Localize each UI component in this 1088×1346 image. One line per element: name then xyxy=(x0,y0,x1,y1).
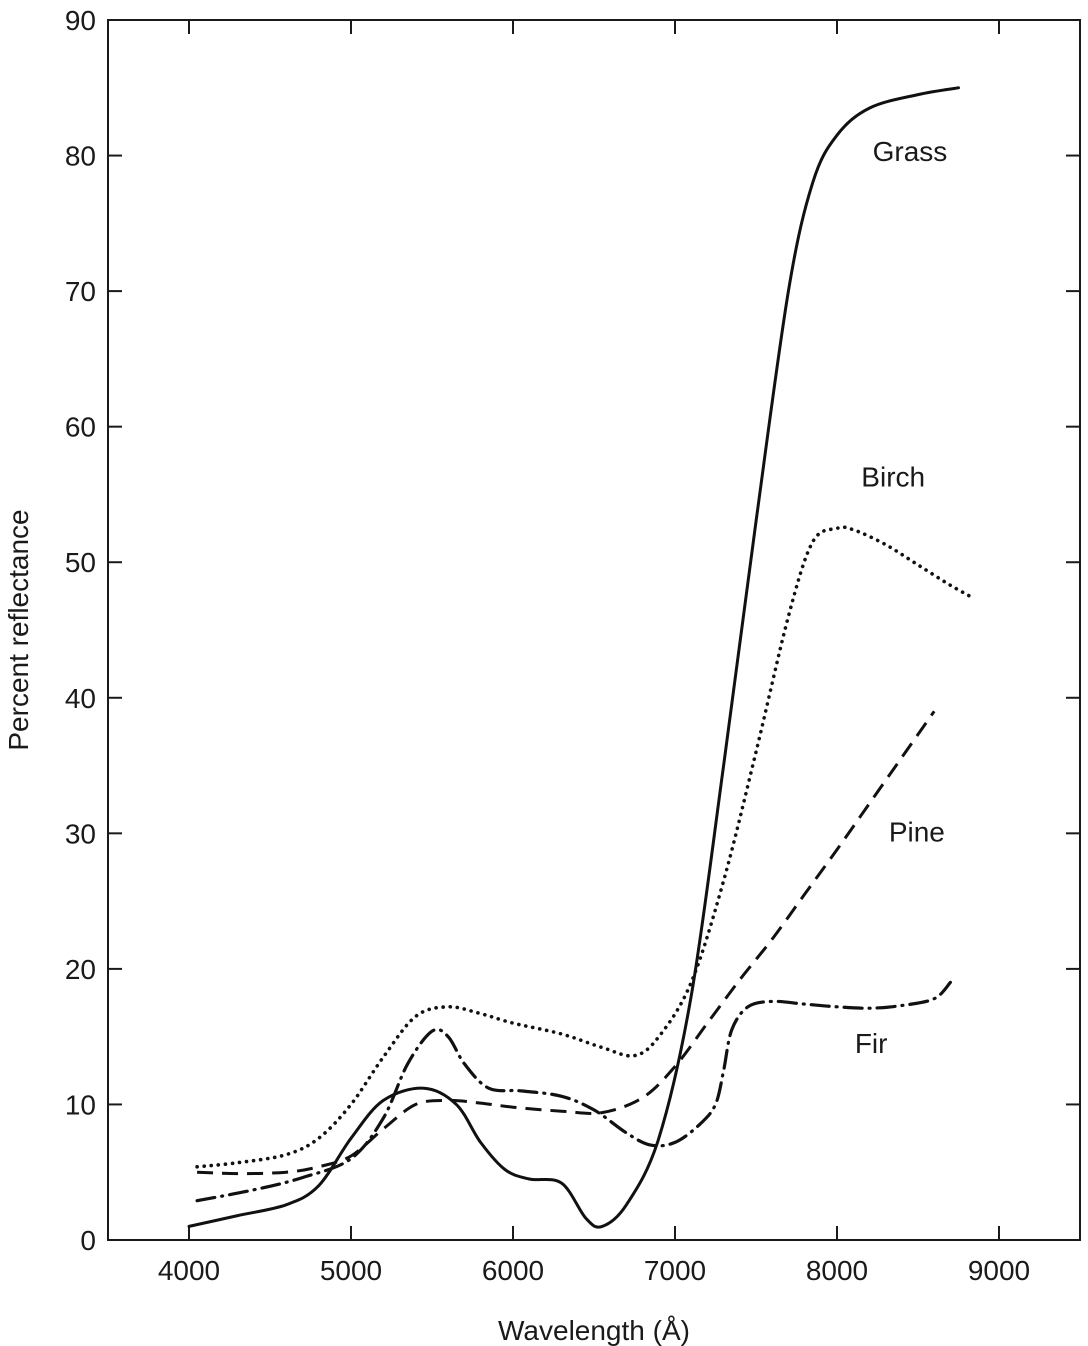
x-tick-label-6000: 6000 xyxy=(482,1255,544,1286)
series-line-grass xyxy=(187,86,960,1229)
series-label-birch: Birch xyxy=(861,461,925,492)
x-tick-label-5000: 5000 xyxy=(320,1255,382,1286)
y-tick-label-50: 50 xyxy=(65,547,96,578)
x-tick-label-4000: 4000 xyxy=(158,1255,220,1286)
y-tick-label-10: 10 xyxy=(65,1089,96,1120)
x-tick-label-8000: 8000 xyxy=(806,1255,868,1286)
series-label-grass: Grass xyxy=(873,136,948,167)
y-tick-label-60: 60 xyxy=(65,412,96,443)
series-line-pine xyxy=(197,710,936,1176)
y-axis-title: Percent reflectance xyxy=(3,509,34,750)
labels-layer: Grass Birch Pine Fir xyxy=(855,136,948,1059)
y-tick-label-80: 80 xyxy=(65,141,96,172)
y-tick-label-40: 40 xyxy=(65,683,96,714)
x-tick-label-9000: 9000 xyxy=(968,1255,1030,1286)
series-layer xyxy=(187,86,977,1229)
series-label-fir: Fir xyxy=(855,1028,888,1059)
y-tick-label-0: 0 xyxy=(80,1225,96,1256)
series-line-birch xyxy=(195,525,977,1169)
series-label-pine: Pine xyxy=(889,816,945,847)
x-tick-label-7000: 7000 xyxy=(644,1255,706,1286)
y-tick-label-30: 30 xyxy=(65,818,96,849)
series-line-fir xyxy=(195,980,952,1203)
axes-layer: 4000 5000 6000 7000 8000 9000 0 10 20 30 40 50 60 70 8… xyxy=(65,5,1080,1286)
plot-frame xyxy=(107,19,1081,1241)
x-axis-title: Wavelength (Å) xyxy=(498,1315,690,1346)
y-tick-label-20: 20 xyxy=(65,954,96,985)
y-tick-label-90: 90 xyxy=(65,5,96,36)
y-tick-label-70: 70 xyxy=(65,276,96,307)
